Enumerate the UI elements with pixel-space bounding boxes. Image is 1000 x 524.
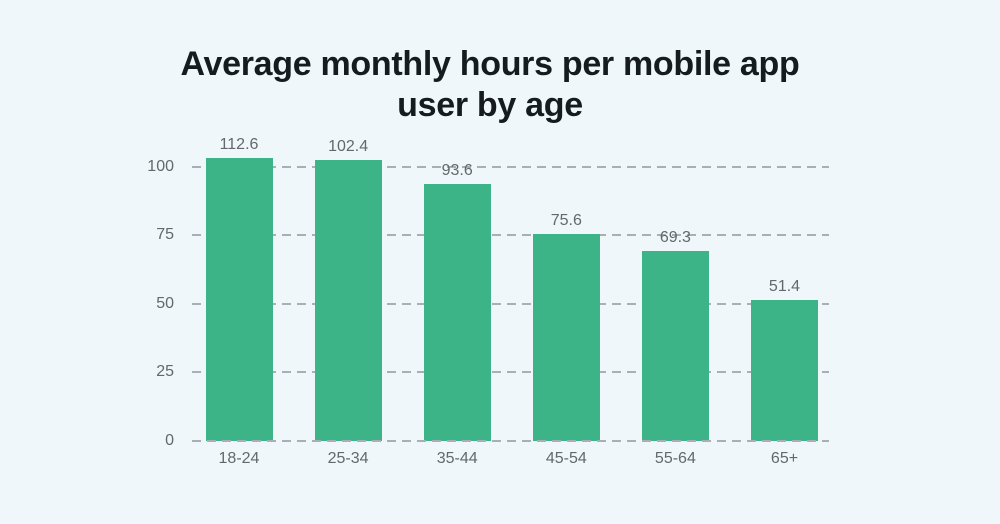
gridline	[192, 302, 829, 305]
bar-value-label: 69.3	[659, 228, 691, 246]
x-tick-label: 25-34	[327, 450, 369, 467]
y-tick-label: 100	[147, 157, 174, 175]
bar	[205, 158, 273, 441]
x-tick-label: 55-64	[654, 450, 696, 467]
y-tick-label: 75	[156, 226, 174, 244]
y-tick-label: 0	[165, 432, 174, 449]
bar-value-label: 112.6	[219, 136, 259, 153]
chart-title-line-2: user by age	[397, 86, 583, 124]
bar-value-label: 51.4	[768, 277, 801, 295]
chart-title-line-1: Average monthly hours per mobile app	[180, 45, 800, 83]
y-tick-label: 50	[156, 294, 174, 312]
bar	[751, 299, 818, 441]
gridline	[192, 371, 829, 374]
bar	[423, 184, 491, 441]
bar	[641, 250, 709, 441]
bar-value-label: 93.6	[441, 162, 473, 180]
chart-title: Average monthly hours per mobile app use…	[145, 44, 835, 126]
x-tick-label: 35-44	[436, 450, 478, 467]
gridline	[192, 165, 829, 168]
y-tick-label: 25	[156, 363, 174, 381]
gridline	[192, 234, 829, 237]
bar-value-label: 102.4	[328, 138, 369, 155]
baseline-gridline	[192, 440, 829, 442]
x-tick-label: 18-24	[218, 450, 260, 467]
bar-value-label: 75.6	[550, 211, 582, 229]
bar	[314, 160, 382, 441]
bar	[532, 233, 600, 441]
x-tick-label: 65+	[770, 450, 799, 467]
x-tick-label: 45-54	[545, 450, 587, 467]
